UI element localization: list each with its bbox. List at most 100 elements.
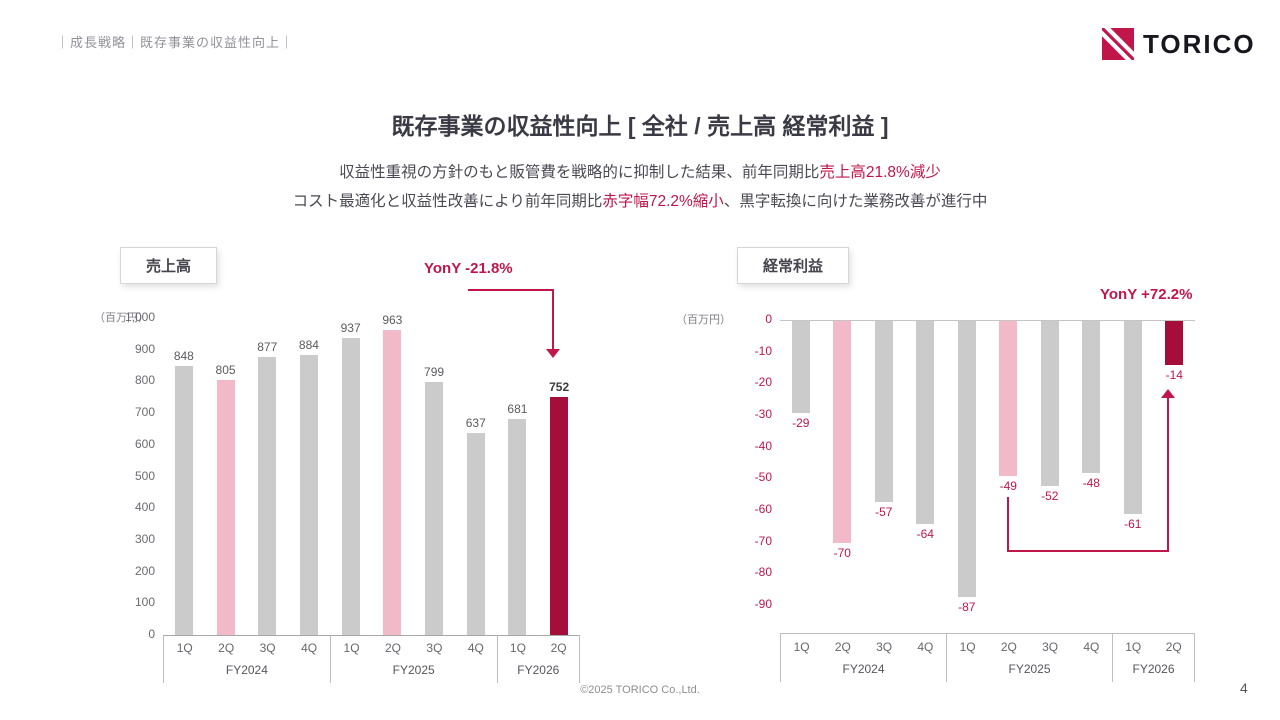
ordinary-income-chart-title: 経常利益 bbox=[737, 247, 850, 284]
plot-area bbox=[163, 318, 580, 636]
x-tick-label: 3Q bbox=[1042, 639, 1059, 654]
plot-area bbox=[780, 320, 1195, 606]
x-tick-label: 3Q bbox=[259, 640, 276, 655]
x-tick-label: 4Q bbox=[1083, 639, 1100, 654]
quarter-row: 1Q 2Q 3Q 4Q bbox=[781, 634, 946, 659]
subtitle-line2-highlight: 赤字幅72.2%縮小 bbox=[602, 193, 724, 210]
bar bbox=[425, 381, 444, 635]
y-tick-label: 1,000 bbox=[124, 310, 155, 324]
x-axis: 1Q 2Q 3Q 4Q FY2024 1Q 2Q 3Q 4Q FY2025 1Q 2Q FY2026 bbox=[780, 633, 1195, 682]
bar bbox=[341, 337, 360, 635]
y-tick-label: -80 bbox=[754, 565, 772, 580]
x-tick-label: 1Q bbox=[343, 640, 360, 655]
y-tick-label: -30 bbox=[754, 407, 772, 421]
torico-logo-icon bbox=[1102, 28, 1134, 60]
arrow-up-icon bbox=[1161, 389, 1175, 398]
bar-value-label: -70 bbox=[833, 545, 851, 560]
bar bbox=[916, 321, 935, 524]
yoy-arrow-line bbox=[468, 289, 554, 291]
fy-group-label: FY2026 bbox=[1132, 662, 1175, 676]
bar-value-label: -29 bbox=[792, 415, 810, 430]
fy-group-label: FY2025 bbox=[1008, 662, 1051, 676]
fy-group: 1Q 2Q 3Q 4Q FY2025 bbox=[329, 635, 497, 683]
bar-value-label: -87 bbox=[958, 599, 976, 614]
fy-group-label: FY2025 bbox=[392, 663, 435, 677]
y-tick-label: 800 bbox=[134, 373, 155, 388]
bar-value-label: 805 bbox=[215, 362, 236, 377]
quarter-row: 1Q 2Q bbox=[1113, 634, 1194, 659]
x-tick-label: 2Q bbox=[550, 640, 567, 655]
revenue-yoy-label: YonY -21.8% bbox=[424, 260, 513, 277]
bar bbox=[216, 379, 235, 635]
quarter-row: 1Q 2Q 3Q 4Q bbox=[331, 635, 497, 660]
y-tick-label: -70 bbox=[754, 533, 772, 548]
y-tick-label: -50 bbox=[754, 470, 772, 485]
subtitle-line1-text: 収益性重視の方針のもと販管費を戦略的に抑制した結果、前年同期比 bbox=[339, 164, 820, 181]
bar-value-label: 884 bbox=[298, 337, 319, 352]
bar bbox=[1040, 321, 1059, 486]
x-tick-label: 3Q bbox=[426, 640, 443, 655]
subtitle-line2-text-post: 、黒字転換に向けた業務改善が進行中 bbox=[723, 193, 988, 210]
subtitle-line1: 収益性重視の方針のもと販管費を戦略的に抑制した結果、前年同期比売上高21.8%減… bbox=[0, 160, 1280, 182]
x-tick-label: 2Q bbox=[834, 639, 851, 654]
bar bbox=[508, 419, 527, 635]
fy-group-label: FY2026 bbox=[517, 663, 560, 677]
y-tick-label: 100 bbox=[134, 595, 155, 610]
quarter-row: 1Q 2Q 3Q 4Q bbox=[947, 634, 1112, 659]
bar-value-label: 799 bbox=[424, 364, 445, 379]
yoy-bracket-line bbox=[1007, 550, 1169, 552]
bar-value-label: -49 bbox=[999, 479, 1017, 494]
yoy-bracket-line bbox=[1007, 497, 1009, 552]
x-tick-label: 1Q bbox=[1125, 639, 1142, 654]
revenue-chart: 売上高 （百万円） YonY -21.8% 1,000 900 800 700 600 5… bbox=[90, 245, 610, 705]
y-tick-label: 0 bbox=[765, 312, 772, 326]
bar bbox=[1123, 321, 1142, 515]
bar bbox=[299, 354, 318, 635]
bar bbox=[957, 321, 976, 597]
revenue-chart-title: 売上高 bbox=[120, 247, 218, 284]
y-tick-label: -20 bbox=[754, 375, 772, 390]
x-tick-label: 1Q bbox=[959, 639, 976, 654]
bar-value-label: 848 bbox=[173, 349, 194, 364]
y-tick-label: 300 bbox=[134, 531, 155, 546]
subtitle-line1-highlight: 売上高21.8%減少 bbox=[819, 164, 941, 181]
page-number: 4 bbox=[1240, 680, 1248, 696]
y-tick-label: 600 bbox=[134, 436, 155, 451]
bar-value-label: -48 bbox=[1082, 476, 1100, 490]
ordinary-income-yoy-label: YonY +72.2% bbox=[1100, 286, 1193, 303]
bar-value-label: -61 bbox=[1124, 517, 1142, 532]
y-tick-label: -60 bbox=[754, 502, 772, 516]
x-tick-label: 4Q bbox=[467, 640, 484, 655]
bar bbox=[383, 329, 402, 635]
x-tick-label: 4Q bbox=[301, 640, 318, 655]
bar bbox=[466, 433, 485, 635]
x-tick-label: 2Q bbox=[218, 640, 235, 655]
y-tick-label: 500 bbox=[134, 468, 155, 483]
fy-group: 1Q 2Q 3Q 4Q FY2025 bbox=[946, 634, 1112, 682]
arrow-down-icon bbox=[546, 349, 560, 358]
fy-group: 1Q 2Q FY2026 bbox=[1112, 634, 1195, 682]
fy-group-label: FY2024 bbox=[225, 663, 268, 677]
ordinary-income-chart: 経常利益 （百万円） YonY +72.2% 0 -10 -20 -30 -40 -50 -… bbox=[660, 245, 1230, 705]
bar-value-label: -64 bbox=[916, 526, 934, 541]
bar-value-label: 681 bbox=[507, 402, 528, 417]
quarter-row: 1Q 2Q bbox=[498, 635, 579, 660]
subtitle-line2: コスト最適化と収益性改善により前年同期比赤字幅72.2%縮小、黒字転換に向けた業… bbox=[0, 189, 1280, 211]
y-tick-label: 700 bbox=[134, 405, 155, 420]
fy-group: 1Q 2Q 3Q 4Q FY2024 bbox=[163, 635, 330, 683]
bar-value-label: 963 bbox=[382, 312, 403, 327]
x-tick-label: 2Q bbox=[384, 640, 401, 655]
y-tick-label: 0 bbox=[148, 627, 155, 641]
y-tick-label: -10 bbox=[754, 343, 772, 358]
fy-group: 1Q 2Q 3Q 4Q FY2024 bbox=[780, 634, 946, 682]
bar bbox=[550, 396, 569, 635]
bar-value-label: 752 bbox=[549, 379, 570, 394]
torico-logo: TORICO bbox=[1102, 28, 1256, 60]
bar bbox=[833, 321, 852, 543]
y-tick-label: -90 bbox=[754, 597, 772, 611]
logo-text: TORICO bbox=[1143, 28, 1256, 59]
breadcrumb: ｜成長戦略｜既存事業の収益性向上｜ bbox=[56, 35, 295, 50]
x-axis: 1Q 2Q 3Q 4Q FY2024 1Q 2Q 3Q 4Q FY2025 1Q 2Q FY2026 bbox=[163, 635, 580, 683]
bar bbox=[791, 321, 810, 413]
